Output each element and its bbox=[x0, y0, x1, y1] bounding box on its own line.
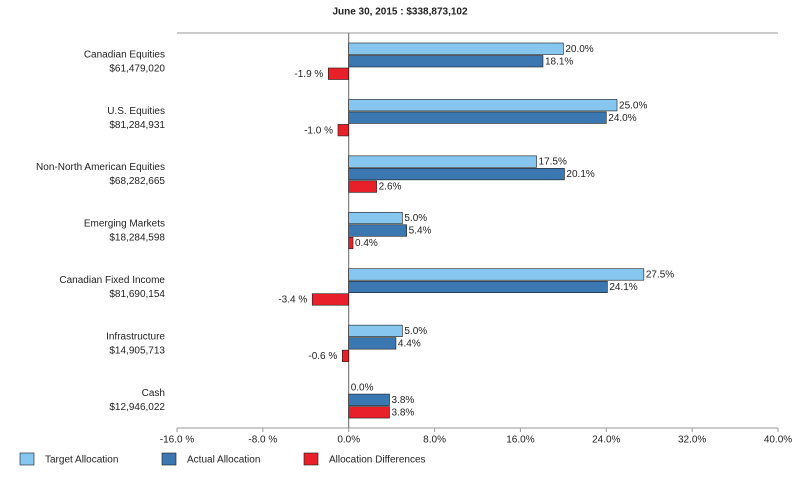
value-label: 17.5% bbox=[539, 157, 567, 168]
bar bbox=[348, 99, 618, 112]
value-label: -1.0 % bbox=[304, 125, 333, 136]
value-label: 18.1% bbox=[545, 56, 573, 67]
bar bbox=[348, 111, 607, 124]
value-label: -3.4 % bbox=[278, 295, 307, 306]
category-amount: $12,946,022 bbox=[109, 402, 165, 413]
category-amount: $81,284,931 bbox=[109, 120, 165, 131]
x-tick-label: 24.0% bbox=[592, 435, 620, 446]
bar bbox=[348, 268, 645, 281]
category-label: Cash bbox=[142, 388, 165, 399]
bar bbox=[348, 280, 608, 294]
category-amount: $68,282,665 bbox=[109, 176, 165, 187]
legend-swatch bbox=[303, 452, 319, 466]
value-label: 5.0% bbox=[404, 326, 427, 337]
bar bbox=[348, 211, 403, 225]
bar bbox=[348, 324, 403, 337]
x-tick-label: 32.0% bbox=[678, 435, 706, 446]
x-tick-label: -16.0 % bbox=[160, 435, 195, 446]
value-label: 24.0% bbox=[608, 113, 636, 124]
value-label: 0.4% bbox=[355, 238, 378, 249]
x-tick-label: 16.0% bbox=[506, 435, 534, 446]
bar bbox=[348, 168, 565, 181]
category-label: Emerging Markets bbox=[84, 219, 165, 230]
bar bbox=[348, 236, 354, 250]
bar bbox=[328, 67, 350, 80]
value-label: 24.1% bbox=[609, 282, 637, 293]
bar bbox=[348, 42, 564, 55]
bar bbox=[348, 224, 407, 237]
legend-label: Target Allocation bbox=[45, 455, 118, 466]
category-label: Infrastructure bbox=[106, 332, 165, 343]
category-amount: $14,905,713 bbox=[109, 346, 165, 357]
value-label: 20.1% bbox=[566, 169, 594, 180]
value-label: 4.4% bbox=[398, 339, 421, 350]
value-label: 3.8% bbox=[391, 395, 414, 406]
bar bbox=[348, 55, 544, 68]
legend-label: Allocation Differences bbox=[329, 455, 426, 466]
bar bbox=[348, 180, 377, 193]
bar bbox=[348, 406, 390, 419]
bar bbox=[348, 337, 397, 350]
x-tick-label: 0.0% bbox=[337, 435, 360, 446]
category-amount: $81,690,154 bbox=[109, 289, 165, 300]
value-label: 2.6% bbox=[379, 182, 402, 193]
value-label: 27.5% bbox=[646, 270, 674, 281]
bar bbox=[348, 393, 390, 406]
x-tick-label: 40.0% bbox=[764, 435, 792, 446]
x-tick-label: 8.0% bbox=[423, 435, 446, 446]
legend-swatch bbox=[19, 452, 35, 466]
value-label: 3.8% bbox=[391, 407, 414, 418]
value-label: 20.0% bbox=[565, 44, 593, 55]
value-label: 5.0% bbox=[404, 213, 427, 224]
category-amount: $18,284,598 bbox=[109, 233, 165, 244]
category-label: U.S. Equities bbox=[107, 106, 165, 117]
category-amount: $61,479,020 bbox=[109, 63, 165, 74]
value-label: -0.6 % bbox=[308, 351, 337, 362]
category-label: Non-North American Equities bbox=[36, 162, 165, 173]
value-label: 25.0% bbox=[619, 100, 647, 111]
bar bbox=[337, 124, 350, 137]
category-label: Canadian Equities bbox=[84, 49, 165, 60]
legend-label: Actual Allocation bbox=[187, 455, 260, 466]
value-label: 5.4% bbox=[409, 226, 432, 237]
bar bbox=[311, 293, 350, 306]
bar bbox=[341, 349, 350, 362]
chart-title: June 30, 2015 : $338,873,102 bbox=[332, 7, 468, 18]
x-tick-label: -8.0 % bbox=[248, 435, 277, 446]
category-label: Canadian Fixed Income bbox=[59, 275, 165, 286]
value-label: 0.0% bbox=[351, 382, 374, 393]
bar bbox=[348, 155, 537, 168]
legend-swatch bbox=[161, 452, 177, 466]
value-label: -1.9 % bbox=[294, 69, 323, 80]
